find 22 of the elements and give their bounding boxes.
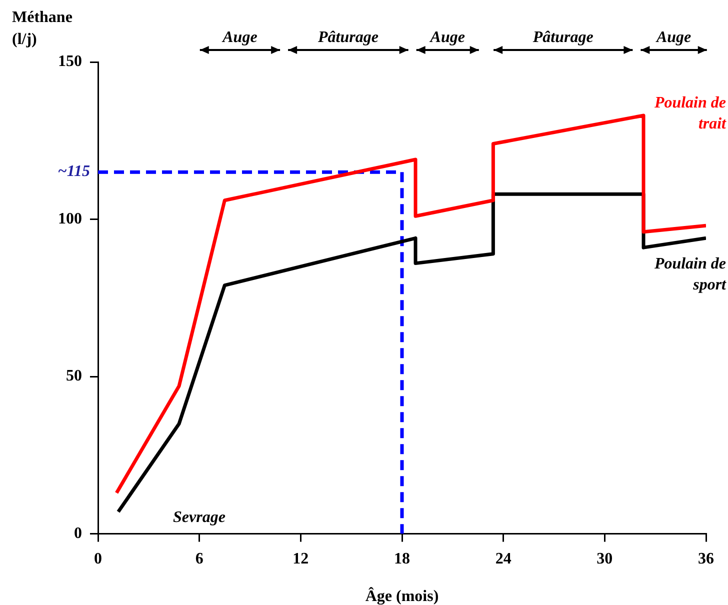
text: Pâturage: [316, 29, 378, 46]
x-tick-label: 36: [698, 550, 714, 568]
series-label: Poulain de sport: [653, 255, 727, 294]
y-tick-label: 0: [74, 524, 82, 542]
x-axis-title: Âge (mois): [365, 587, 439, 605]
y-tick-label: 100: [58, 210, 82, 228]
annotation: Sevrage: [173, 508, 226, 526]
y-axis-title: Méthane (l/j): [12, 9, 72, 48]
text: Auge: [222, 29, 258, 46]
x-tick-label: 18: [394, 550, 410, 568]
annotation: ~115: [58, 163, 90, 180]
x-tick-label: 30: [596, 550, 613, 568]
text: Auge: [655, 29, 692, 46]
x-tick-label: 24: [495, 550, 512, 568]
text: Auge: [429, 29, 465, 46]
text: Pâturage: [532, 29, 594, 46]
y-tick-label: 50: [66, 368, 82, 385]
x-tick-label: 6: [195, 550, 204, 568]
x-tick-label: 0: [94, 550, 102, 568]
series-label: Poulain de trait: [653, 94, 727, 133]
y-tick-label: 150: [58, 53, 82, 70]
x-tick-label: 12: [292, 550, 309, 568]
